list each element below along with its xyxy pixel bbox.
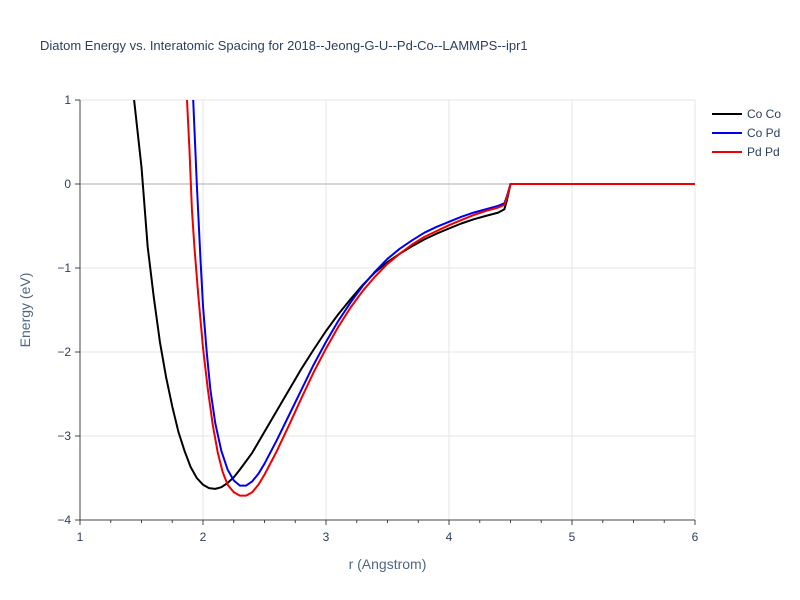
x-tick-label: 3 [323,530,330,544]
legend-label[interactable]: Co Co [747,107,781,121]
y-axis-label: Energy (eV) [17,273,33,348]
y-tick-label: −1 [57,261,71,275]
series-line-co-co [133,100,695,490]
x-tick-label: 5 [569,530,576,544]
x-axis-label: r (Angstrom) [349,556,427,572]
y-axis: 1 0 −1 −2 −3 −4 [57,93,81,527]
grid [79,99,696,521]
x-tick-label: 2 [200,530,207,544]
x-tick-label: 4 [446,530,453,544]
y-tick-label: −4 [57,513,71,527]
series-line-co-pd [192,100,695,487]
legend-label[interactable]: Co Pd [747,126,780,140]
y-tick-label: −2 [57,345,71,359]
y-tick-label: 1 [64,93,71,107]
x-tick-label: 1 [77,530,84,544]
chart-title: Diatom Energy vs. Interatomic Spacing fo… [40,38,528,53]
x-axis: 1 2 3 4 5 6 [77,519,699,544]
legend-label[interactable]: Pd Pd [747,145,780,159]
series-line-pd-pd [186,100,695,497]
x-tick-label: 6 [692,530,699,544]
series-group [133,100,695,497]
y-tick-label: 0 [64,177,71,191]
legend[interactable]: Co Co Co Pd Pd Pd [712,107,781,159]
y-tick-label: −3 [57,429,71,443]
